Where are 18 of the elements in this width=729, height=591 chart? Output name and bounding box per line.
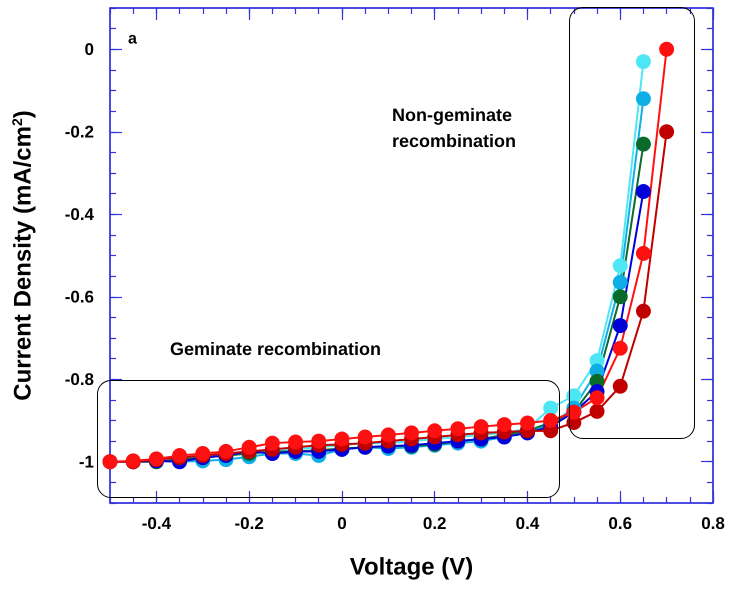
y-tick-label: -0.8 — [64, 370, 94, 389]
y-tick-label: -0.6 — [64, 287, 94, 306]
x-tick-label: 0.4 — [516, 514, 540, 533]
annotation: Geminate recombination — [170, 339, 382, 359]
x-tick-label: 0.6 — [608, 514, 632, 533]
y-tick-label: 0 — [84, 40, 94, 59]
x-tick-label: 0.8 — [701, 514, 725, 533]
x-tick-label: -0.4 — [142, 514, 172, 533]
x-axis-title: Voltage (V) — [350, 554, 474, 580]
y-tick-label: -0.4 — [64, 204, 95, 224]
annotation: Non-geminate recombination — [392, 105, 518, 151]
y-tick-label: -1 — [78, 452, 94, 472]
x-tick-label: 0.2 — [422, 514, 447, 533]
x-tick-label: -0.2 — [234, 514, 264, 533]
annotation: a — [128, 30, 137, 48]
y-axis-title: Current Density (mA/cm2) — [9, 110, 36, 401]
y-tick-label: -0.2 — [64, 122, 94, 142]
x-tick-label: 0 — [337, 514, 347, 533]
